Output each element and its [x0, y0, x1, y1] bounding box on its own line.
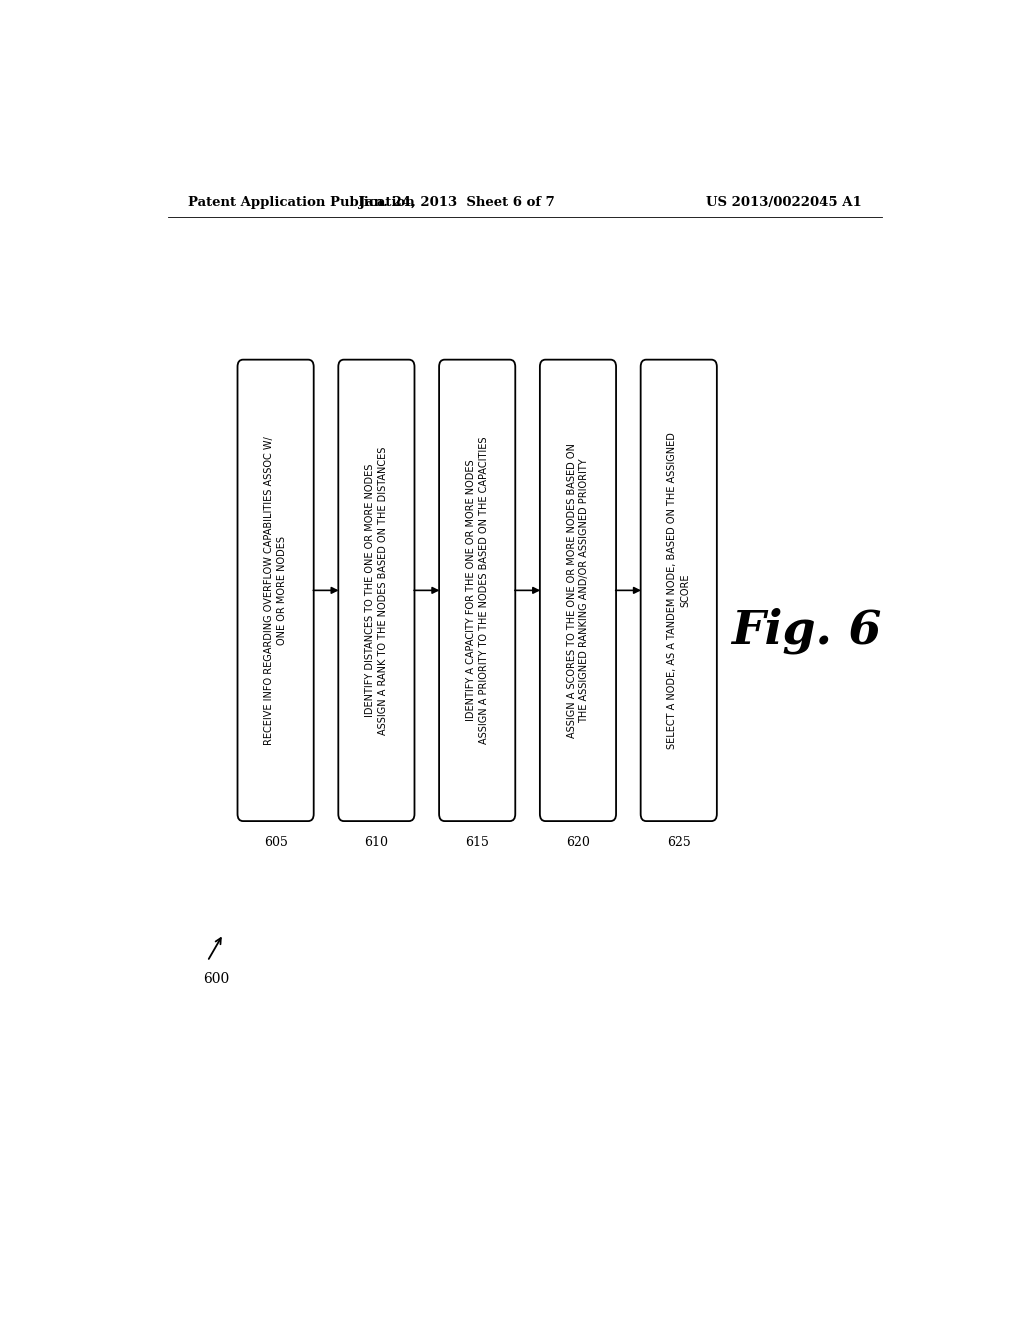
FancyBboxPatch shape	[338, 359, 415, 821]
Text: 625: 625	[667, 837, 690, 849]
Text: US 2013/0022045 A1: US 2013/0022045 A1	[707, 195, 862, 209]
FancyBboxPatch shape	[439, 359, 515, 821]
FancyBboxPatch shape	[540, 359, 616, 821]
Text: IDENTIFY A CAPACITY FOR THE ONE OR MORE NODES
ASSIGN A PRIORITY TO THE NODES BAS: IDENTIFY A CAPACITY FOR THE ONE OR MORE …	[466, 437, 488, 744]
Text: 620: 620	[566, 837, 590, 849]
Text: 615: 615	[465, 837, 489, 849]
Text: ASSIGN A SCORES TO THE ONE OR MORE NODES BASED ON
THE ASSIGNED RANKING AND/OR AS: ASSIGN A SCORES TO THE ONE OR MORE NODES…	[566, 444, 590, 738]
Text: 605: 605	[263, 837, 288, 849]
Text: 600: 600	[204, 972, 229, 986]
FancyBboxPatch shape	[238, 359, 313, 821]
Text: Fig. 6: Fig. 6	[731, 607, 882, 655]
Text: Patent Application Publication: Patent Application Publication	[187, 195, 415, 209]
Text: RECEIVE INFO REGARDING OVERFLOW CAPABILITIES ASSOC W/
ONE OR MORE NODES: RECEIVE INFO REGARDING OVERFLOW CAPABILI…	[264, 436, 287, 744]
Text: 610: 610	[365, 837, 388, 849]
Text: IDENTIFY DISTANCES TO THE ONE OR MORE NODES
ASSIGN A RANK TO THE NODES BASED ON : IDENTIFY DISTANCES TO THE ONE OR MORE NO…	[365, 446, 388, 734]
Text: SELECT A NODE, AS A TANDEM NODE, BASED ON THE ASSIGNED
SCORE: SELECT A NODE, AS A TANDEM NODE, BASED O…	[668, 432, 690, 748]
Text: Jan. 24, 2013  Sheet 6 of 7: Jan. 24, 2013 Sheet 6 of 7	[359, 195, 555, 209]
FancyBboxPatch shape	[641, 359, 717, 821]
